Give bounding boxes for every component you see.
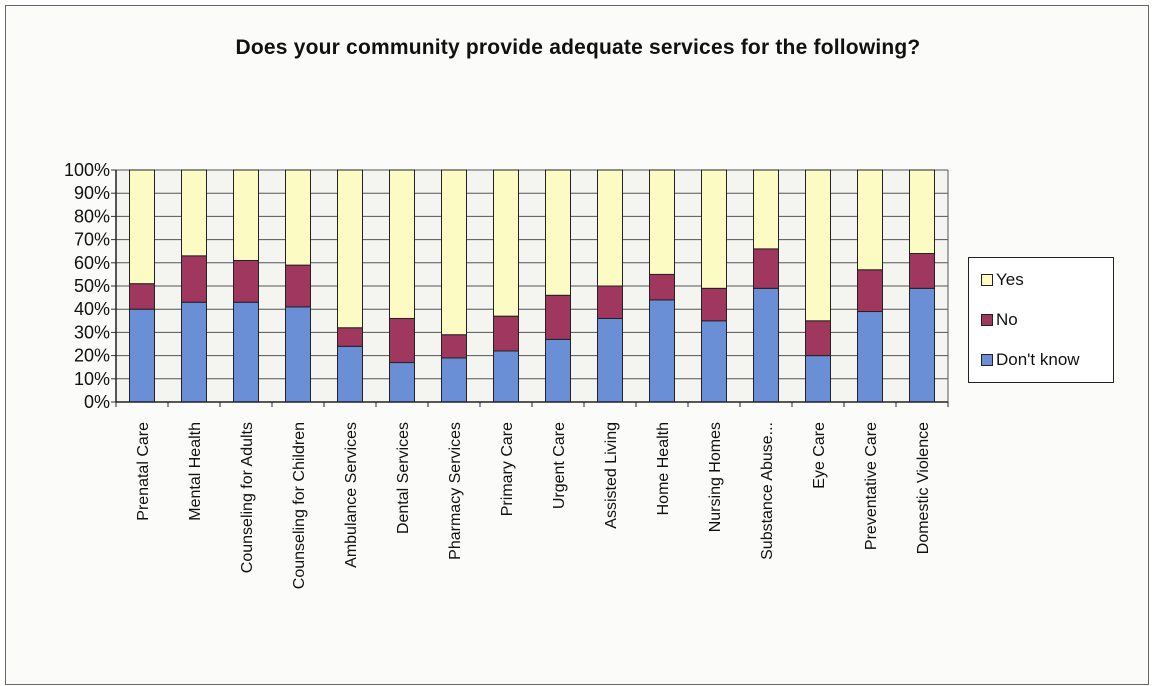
category-label: Eye Care [811,422,828,489]
legend-swatch-no [981,314,993,326]
bar-segment [389,169,415,319]
y-tick-label: 70% [74,230,110,250]
bar-segment [285,169,311,266]
bar-segment [805,320,831,357]
bar-segment [857,269,883,313]
y-tick-label: 90% [74,183,110,203]
legend-item-dont-know: Don't know [981,350,1080,370]
legend-item-yes: Yes [981,270,1024,290]
bar-segment [493,315,519,352]
bar-segment [909,169,935,255]
category-label: Primary Care [499,422,516,516]
chart-title: Does your community provide adequate ser… [235,36,921,59]
bar-segment [285,306,311,403]
legend-item-no: No [981,310,1018,330]
category-label: Assisted Living [603,422,620,529]
bar-segment [129,283,155,310]
bar-segment [753,248,779,289]
category-label: Prenatal Care [135,422,152,521]
y-tick-label: 80% [74,206,110,226]
category-label: Domestic Violence [915,422,932,554]
category-label: Home Health [655,422,672,515]
bar-segment [701,169,727,289]
bar-segment [909,253,935,289]
y-tick-label: 50% [74,276,110,296]
bar-segment [857,311,883,403]
category-label: Mental Health [187,422,204,521]
bar-segment [233,259,259,303]
legend: Yes No Don't know [968,257,1114,383]
bar-segment [233,301,259,403]
category-label: Counseling for Children [291,422,308,589]
legend-label-dont-know: Don't know [996,350,1080,369]
bar-segment [857,169,883,271]
category-label: Dental Services [395,422,412,534]
y-tick-label: 0% [84,392,110,412]
bar-segment [493,350,519,403]
legend-label-yes: Yes [996,270,1024,289]
bar-segment [805,355,831,403]
category-label: Urgent Care [551,422,568,509]
category-label: Nursing Homes [707,422,724,532]
bar-segment [285,264,311,308]
bar-segment [597,317,623,403]
bar-segment [337,345,363,403]
legend-label-no: No [996,310,1018,329]
bar-segment [701,287,727,322]
bar-segment [181,255,207,303]
y-tick-label: 30% [74,322,110,342]
bar-segment [649,169,675,275]
bar-segment [597,285,623,319]
category-label: Pharmacy Services [447,422,464,560]
bar-segment [181,301,207,403]
bar-segment [441,334,467,359]
bar-segment [181,169,207,257]
bar-segment [493,169,519,317]
y-tick-label: 10% [74,369,110,389]
bar-segment [649,273,675,301]
bar-segment [909,287,935,403]
bar-segment [545,338,571,403]
bar-segment [233,169,259,261]
category-label: Ambulance Services [343,422,360,568]
category-labels: Prenatal Care Mental Health Counseling for… [135,422,932,589]
bar-segment [389,362,415,403]
category-label: Substance Abuse... [759,422,776,560]
y-tick-labels: 0% 10% 20% 30% 40% 50% 60% 70% 80% 90% 100% [64,160,110,412]
y-tick-label: 100% [64,160,110,180]
bars [129,169,935,403]
legend-swatch-yes [981,274,993,286]
legend-swatch-dont-know [981,354,993,366]
bar-segment [597,169,623,287]
bar-segment [805,169,831,322]
bar-segment [545,294,571,340]
bar-segment [441,169,467,336]
bar-segment [389,317,415,364]
category-label: Preventative Care [863,422,880,550]
bar-segment [753,287,779,403]
bar-segment [337,169,363,329]
bar-segment [701,320,727,403]
y-tick-label: 20% [74,346,110,366]
bar-segment [441,357,467,403]
bar-segment [545,169,571,296]
bar-segment [129,308,155,403]
axes [115,170,949,407]
y-tick-label: 60% [74,253,110,273]
bar-segment [753,169,779,250]
bar-segment [649,299,675,403]
bar-segment [337,327,363,347]
y-tick-label: 40% [74,299,110,319]
category-label: Counseling for Adults [239,422,256,573]
bar-segment [129,169,155,285]
